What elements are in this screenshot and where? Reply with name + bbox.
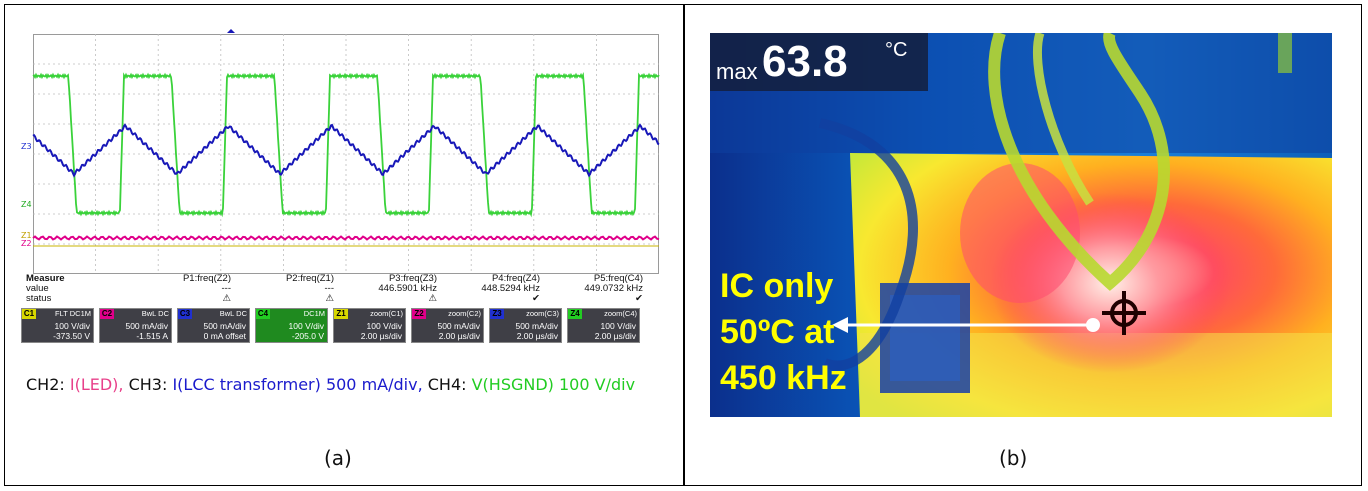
measure-table: Measure P1:freq(Z2) P2:freq(Z1) P3:freq(… [26, 273, 660, 307]
channel-offset: 2.00 µs/div [516, 331, 558, 341]
channel-scale: 500 mA/div [203, 321, 246, 331]
trace-label-z1: Z1 [21, 231, 32, 240]
annotation-line-2: 50ºC at [720, 313, 835, 351]
check-icon: ✔ [532, 293, 540, 304]
caption-ch2-prefix: CH2: [26, 375, 70, 394]
trigger-marker-icon [227, 29, 235, 33]
channel-tag: Z2 [412, 309, 426, 319]
max-label: max [716, 59, 758, 84]
warning-icon: ⚠ [325, 293, 334, 304]
measure-header-p4: P4:freq(Z4) [491, 273, 540, 284]
channel-tag: C4 [256, 309, 270, 319]
measure-value-p1: --- [221, 283, 232, 294]
channel-descriptor-bar: C1 FLT DC1M 100 V/div -373.50 V C2 BwL DC 500 … [19, 308, 659, 344]
channel-offset: -1.515 A [136, 331, 168, 341]
measure-value-p3: 446.5901 kHz [378, 283, 437, 294]
thermal-scene [710, 33, 1332, 417]
sublabel-b: (b) [999, 446, 1028, 470]
channel-box-c1[interactable]: C1 FLT DC1M 100 V/div -373.50 V [21, 308, 94, 343]
caption-a: CH2: I(LED), CH3: I(LCC transformer) 500… [26, 372, 666, 398]
caption-ch3-text: I(LCC transformer) 500 mA/div, [172, 375, 423, 394]
warning-icon: ⚠ [222, 293, 231, 304]
channel-box-z1[interactable]: Z1 zoom(C1) 100 V/div 2.00 µs/div [333, 308, 406, 343]
scope-waveforms [32, 29, 660, 274]
sublabel-a: (a) [324, 446, 352, 470]
measure-status-label: status [26, 293, 52, 304]
measure-header-p2: P2:freq(Z1) [285, 273, 334, 284]
trace-label-z3: Z3 [21, 142, 32, 151]
measure-header-p5: P5:freq(C4) [593, 273, 643, 284]
channel-scale: 500 mA/div [515, 321, 558, 331]
channel-box-c2[interactable]: C2 BwL DC 500 mA/div -1.515 A [99, 308, 172, 343]
channel-box-z4[interactable]: Z4 zoom(C4) 100 V/div 2.00 µs/div [567, 308, 640, 343]
trace-label-z4: Z4 [21, 200, 32, 209]
annotation-line-1: IC only [720, 267, 834, 305]
trace-ch2-iled [32, 235, 660, 241]
measure-title: Measure [26, 273, 65, 284]
channel-mode: zoom(C4) [604, 309, 637, 318]
oscilloscope-screenshot: Z3 Z4 Z1 Z2 Measure P1:freq(Z2) P2:freq(… [19, 24, 661, 344]
check-icon: ✔ [635, 293, 643, 304]
channel-scale: 100 V/div [288, 321, 324, 331]
warning-icon: ⚠ [428, 293, 437, 304]
channel-tag: Z4 [568, 309, 582, 319]
caption-ch4-text: V(HSGND) 100 V/div [471, 375, 636, 394]
channel-offset: 0 mA offset [203, 331, 246, 341]
channel-scale: 100 V/div [366, 321, 402, 331]
channel-offset: 2.00 µs/div [438, 331, 480, 341]
channel-mode: FLT DC1M [55, 309, 91, 318]
panel-divider [683, 4, 685, 486]
channel-offset: -205.0 V [291, 331, 324, 341]
channel-box-c4[interactable]: C4 DC1M 100 V/div -205.0 V [255, 308, 328, 343]
max-temperature-value: 63.8 [762, 37, 848, 86]
channel-tag: Z3 [490, 309, 504, 319]
channel-scale: 100 V/div [600, 321, 636, 331]
channel-tag: Z1 [334, 309, 348, 319]
thermal-image: max 63.8 °C IC only 50ºC at 450 kHz [710, 33, 1332, 417]
measure-value-p5: 449.0732 kHz [584, 283, 643, 294]
channel-box-z3[interactable]: Z3 zoom(C3) 500 mA/div 2.00 µs/div [489, 308, 562, 343]
caption-ch4-prefix: CH4: [422, 375, 472, 394]
thermal-annotation: IC only 50ºC at 450 kHz [720, 263, 847, 401]
channel-offset: 2.00 µs/div [360, 331, 402, 341]
channel-scale: 100 V/div [54, 321, 90, 331]
max-temperature-readout: max 63.8 °C [710, 33, 928, 91]
measure-header-p3: P3:freq(Z3) [388, 273, 437, 284]
channel-mode: BwL DC [141, 309, 169, 318]
channel-offset: -373.50 V [53, 331, 90, 341]
annotation-line-3: 450 kHz [720, 359, 847, 397]
measure-value-p2: --- [324, 283, 335, 294]
channel-box-c3[interactable]: C3 BwL DC 500 mA/div 0 mA offset [177, 308, 250, 343]
channel-mode: zoom(C3) [526, 309, 559, 318]
channel-offset: 2.00 µs/div [594, 331, 636, 341]
measure-value-label: value [26, 283, 49, 294]
channel-tag: C1 [22, 309, 36, 319]
channel-mode: DC1M [303, 309, 325, 318]
trace-label-z2: Z2 [21, 239, 32, 248]
caption-ch2-text: I(LED), [69, 375, 124, 394]
channel-mode: zoom(C1) [370, 309, 403, 318]
channel-tag: C2 [100, 309, 114, 319]
channel-scale: 500 mA/div [437, 321, 480, 331]
channel-tag: C3 [178, 309, 192, 319]
measure-header-p1: P1:freq(Z2) [182, 273, 231, 284]
channel-box-z2[interactable]: Z2 zoom(C2) 500 mA/div 2.00 µs/div [411, 308, 484, 343]
measure-value-p4: 448.5294 kHz [481, 283, 540, 294]
caption-ch3-prefix: CH3: [123, 375, 173, 394]
channel-scale: 500 mA/div [125, 321, 168, 331]
trace-ch3-ilcc [32, 123, 660, 178]
channel-mode: zoom(C2) [448, 309, 481, 318]
channel-mode: BwL DC [219, 309, 247, 318]
trace-ch4-vhsgnd [32, 71, 660, 218]
temperature-unit: °C [885, 39, 908, 61]
